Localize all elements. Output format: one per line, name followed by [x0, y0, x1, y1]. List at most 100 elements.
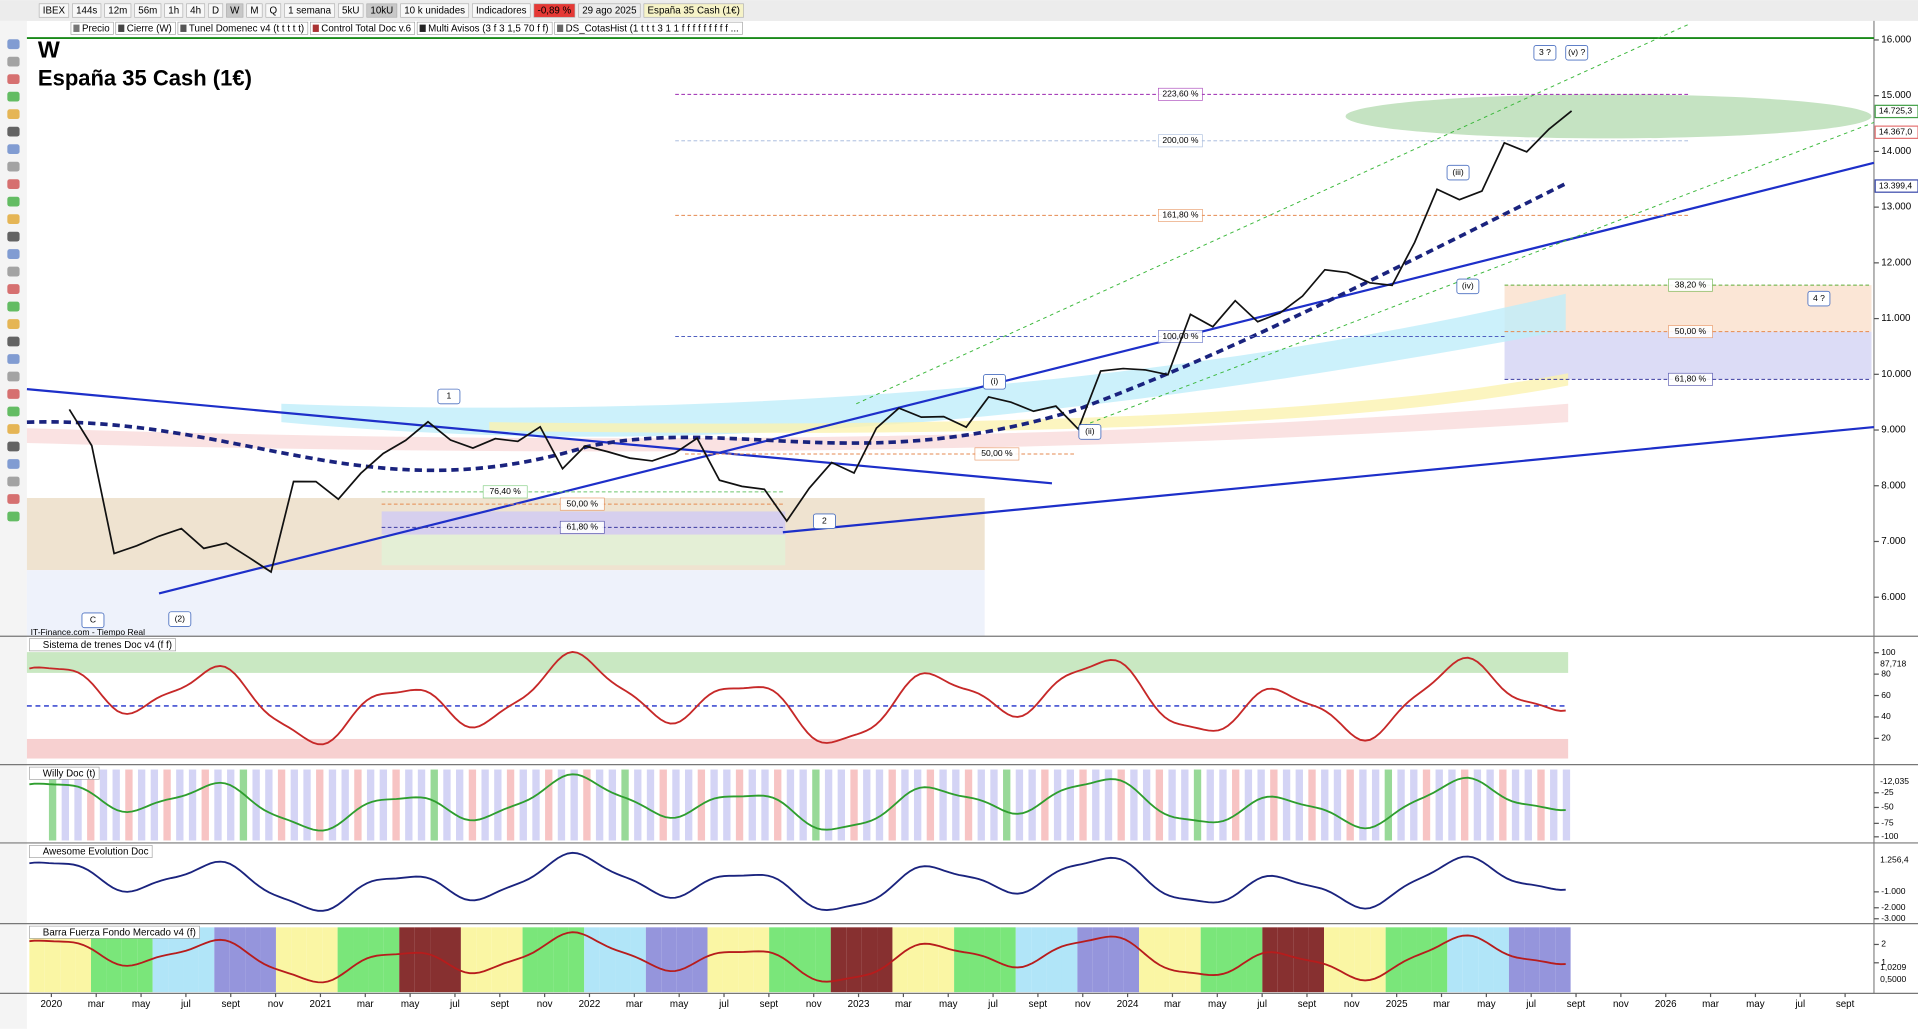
toolbar-button	[643, 3, 744, 18]
tool-icon[interactable]	[7, 266, 20, 277]
fib-label: 161,80 %	[1162, 210, 1199, 220]
fib-label-bg	[974, 447, 1020, 461]
toolbar-button[interactable]	[400, 3, 470, 18]
bg-bar	[366, 769, 375, 841]
tool-icon[interactable]	[7, 354, 20, 364]
tool-icon[interactable]	[7, 319, 20, 329]
bg-bar	[137, 769, 146, 841]
indicator-chip[interactable]	[177, 21, 309, 35]
tool-icon[interactable]	[7, 459, 20, 469]
bg-bar	[685, 769, 693, 841]
bg-bar	[1232, 769, 1240, 841]
tool-icon[interactable]	[7, 144, 20, 155]
tool-icon[interactable]	[7, 511, 20, 522]
toolbar-button[interactable]	[472, 3, 531, 18]
tool-icon[interactable]	[7, 249, 20, 259]
indicator-chip[interactable]	[115, 21, 176, 35]
tool-icon[interactable]	[7, 126, 20, 137]
chip-swatch	[312, 24, 319, 32]
tool-icon[interactable]	[7, 109, 20, 120]
tool-icon[interactable]	[7, 231, 20, 242]
oscillator	[29, 851, 1566, 912]
toolbar-button[interactable]	[246, 3, 263, 18]
tool-icon[interactable]	[7, 56, 20, 67]
toolbar-button	[578, 3, 641, 18]
tool-icon[interactable]	[7, 406, 20, 417]
tool-icon[interactable]	[7, 336, 20, 347]
tool-icon[interactable]	[7, 284, 20, 294]
bg-bar	[938, 927, 955, 993]
toolbar-button[interactable]	[208, 3, 224, 18]
tool-icon[interactable]	[7, 39, 20, 50]
indicator-chip[interactable]	[309, 21, 416, 35]
tool-icon[interactable]	[7, 301, 20, 312]
bg-bar	[545, 769, 553, 841]
indicator-chip[interactable]	[416, 21, 553, 35]
wave-label: 2	[822, 515, 827, 525]
x-tick-label: may	[1208, 999, 1227, 1010]
y-tick-label: 14.000	[1881, 146, 1911, 157]
value-label: 1,0209	[1880, 962, 1906, 972]
toolbar-button[interactable]	[366, 3, 398, 18]
toolbar-button[interactable]	[186, 3, 206, 18]
bg-bar	[379, 769, 388, 841]
bg-bar	[532, 769, 540, 841]
bg-bar	[1155, 769, 1164, 841]
bg-bar	[1262, 927, 1278, 993]
bg-bar	[1077, 927, 1093, 993]
chip-swatch	[180, 24, 187, 32]
bg-bar	[506, 769, 515, 841]
tool-icon[interactable]	[7, 424, 20, 434]
tool-icon[interactable]	[7, 389, 20, 399]
x-tick-label: mar	[1164, 999, 1182, 1010]
bg-bar	[1324, 927, 1340, 993]
tool-icon[interactable]	[7, 179, 20, 190]
tool-icon[interactable]	[7, 476, 20, 487]
bg-bar	[815, 927, 831, 993]
toolbar-button[interactable]	[134, 3, 162, 18]
bg-bar	[1555, 927, 1571, 993]
wave-box	[1456, 278, 1480, 295]
tool-icon[interactable]	[7, 441, 20, 452]
bg-bar	[1448, 769, 1456, 841]
tool-icon[interactable]	[7, 214, 20, 224]
tool-icon[interactable]	[7, 161, 20, 172]
toolbar-button[interactable]	[38, 3, 70, 18]
toolbar-label: W	[230, 6, 240, 17]
toolbar-button[interactable]	[104, 3, 132, 18]
bg-bar	[913, 769, 922, 841]
tool-icon[interactable]	[7, 74, 20, 85]
chip-swatch	[118, 24, 125, 32]
toolbar-button[interactable]	[284, 3, 336, 18]
wave-box	[1078, 424, 1102, 440]
bg-bar	[163, 769, 171, 841]
tool-icon[interactable]	[7, 371, 20, 382]
band	[281, 293, 1566, 437]
x-tick-label: sept	[491, 999, 510, 1010]
bg-bar	[1000, 927, 1016, 993]
indicator-chip[interactable]	[554, 21, 743, 35]
toolbar-button[interactable]	[164, 3, 184, 18]
bg-bar	[892, 927, 908, 993]
bg-bar	[491, 927, 508, 993]
bg-bar	[812, 769, 820, 841]
x-tick-label: 2022	[579, 999, 601, 1010]
indicator-chip[interactable]	[70, 21, 114, 35]
bg-bar	[1142, 769, 1151, 841]
tool-icon[interactable]	[7, 91, 20, 102]
x-tick-label: jul	[1256, 999, 1267, 1010]
zone	[26, 738, 1569, 759]
y-tick-label: -75	[1881, 818, 1894, 828]
panel-title-bg	[29, 845, 153, 858]
y-tick-label: 11.000	[1881, 313, 1911, 324]
toolbar-button[interactable]	[226, 3, 244, 18]
bg-bar	[322, 927, 338, 993]
bg-bar	[316, 769, 324, 841]
bg-bar	[1308, 769, 1316, 841]
toolbar-button[interactable]	[265, 3, 282, 18]
toolbar-button[interactable]	[338, 3, 364, 18]
toolbar-button[interactable]	[72, 3, 102, 18]
tool-icon[interactable]	[7, 494, 20, 504]
tool-icon[interactable]	[7, 196, 20, 207]
